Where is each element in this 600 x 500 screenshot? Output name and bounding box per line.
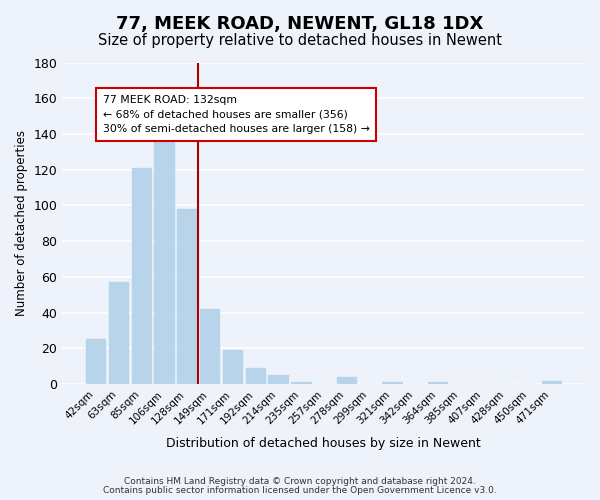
Text: 77, MEEK ROAD, NEWENT, GL18 1DX: 77, MEEK ROAD, NEWENT, GL18 1DX [116,15,484,33]
Bar [86,340,106,384]
Bar [337,377,356,384]
Bar [131,168,151,384]
Bar [291,382,311,384]
Bar [268,375,288,384]
Text: Contains public sector information licensed under the Open Government Licence v3: Contains public sector information licen… [103,486,497,495]
Text: 77 MEEK ROAD: 132sqm
← 68% of detached houses are smaller (356)
30% of semi-deta: 77 MEEK ROAD: 132sqm ← 68% of detached h… [103,94,370,134]
Bar [245,368,265,384]
Bar [223,350,242,384]
Y-axis label: Number of detached properties: Number of detached properties [15,130,28,316]
Bar [154,132,174,384]
Bar [109,282,128,384]
Bar [177,209,197,384]
Bar [382,382,402,384]
X-axis label: Distribution of detached houses by size in Newent: Distribution of detached houses by size … [166,437,481,450]
Text: Size of property relative to detached houses in Newent: Size of property relative to detached ho… [98,32,502,48]
Bar [428,382,447,384]
Bar [542,380,561,384]
Bar [200,309,220,384]
Text: Contains HM Land Registry data © Crown copyright and database right 2024.: Contains HM Land Registry data © Crown c… [124,477,476,486]
